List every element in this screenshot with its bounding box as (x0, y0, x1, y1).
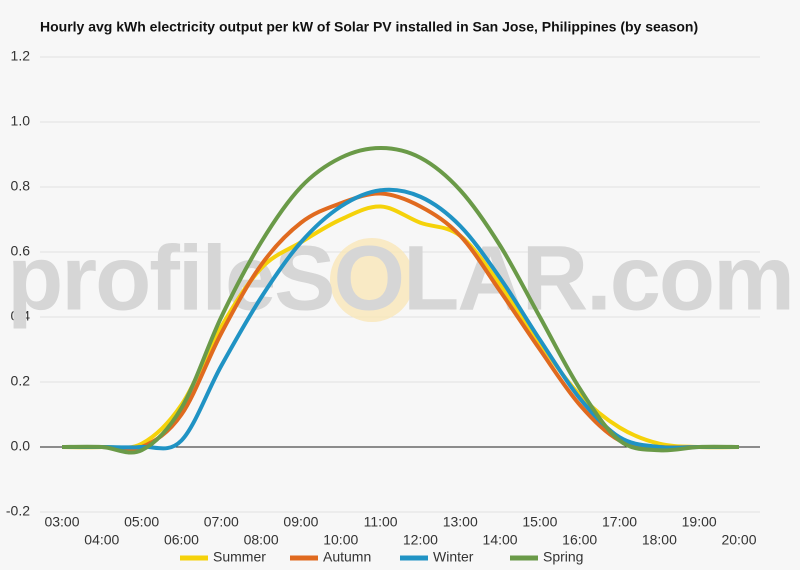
x-tick-label: 14:00 (483, 532, 518, 548)
y-tick-label: 1.2 (11, 48, 31, 64)
watermark: profileSOLAR.com (7, 227, 793, 329)
x-tick-label: 08:00 (244, 532, 279, 548)
x-tick-label: 17:00 (602, 514, 637, 530)
x-tick-label: 19:00 (682, 514, 717, 530)
x-tick-label: 11:00 (364, 514, 398, 530)
x-tick-label: 20:00 (721, 532, 756, 548)
x-tick-label: 06:00 (164, 532, 199, 548)
legend-label: Spring (543, 549, 583, 565)
grid: -0.2 0.0 0.2 0.4 0.6 0.8 1.0 1.2 03:00 04:00 05:00… (6, 48, 760, 548)
y-tick-label: 0.2 (11, 373, 31, 389)
x-tick-label: 15:00 (522, 514, 557, 530)
x-tick-label: 10:00 (323, 532, 358, 548)
series-line (61, 146, 740, 455)
x-tick-label: 18:00 (642, 532, 677, 548)
y-tick-label: 0.6 (11, 243, 31, 259)
series-line (62, 187, 739, 451)
x-tick-label: 07:00 (204, 514, 239, 530)
y-tick-label: -0.2 (6, 503, 30, 519)
chart-title: Hourly avg kWh electricity output per kW… (40, 19, 698, 35)
legend-label: Winter (433, 549, 474, 565)
x-tick-label: 09:00 (283, 514, 318, 530)
x-tick-label: 16:00 (562, 532, 597, 548)
legend-label: Summer (213, 549, 266, 565)
watermark-sun (330, 238, 414, 322)
x-tick-label: 04:00 (84, 532, 119, 548)
legend-label: Autumn (323, 549, 371, 565)
x-tick-label: 12:00 (403, 532, 438, 548)
y-tick-label: 0.4 (11, 308, 31, 324)
y-tick-label: 0.0 (11, 438, 31, 454)
x-tick-label: 05:00 (124, 514, 159, 530)
y-tick-label: 0.8 (11, 178, 31, 194)
y-tick-label: 1.0 (11, 113, 31, 129)
x-tick-label: 13:00 (443, 514, 478, 530)
plot: Summer Autumn Winter Spring (61, 146, 740, 565)
x-tick-label: 03:00 (44, 514, 79, 530)
